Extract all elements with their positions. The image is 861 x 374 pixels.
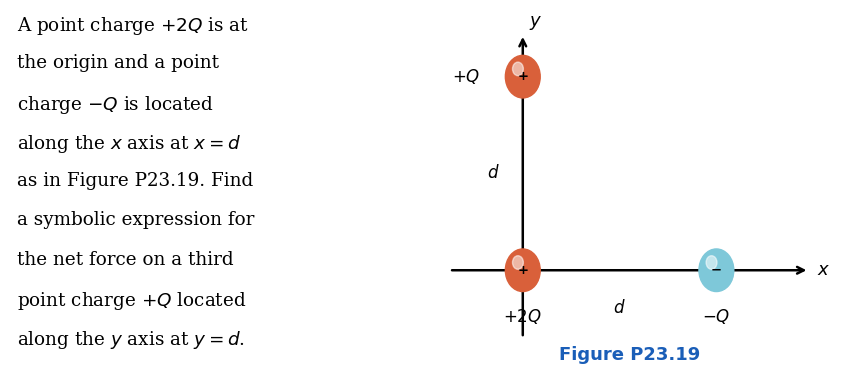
Text: +: + [517, 264, 528, 277]
Text: $-Q$: $-Q$ [702, 307, 730, 326]
Text: a symbolic expression for: a symbolic expression for [16, 211, 254, 229]
Text: $+Q$: $+Q$ [451, 67, 480, 86]
Ellipse shape [703, 254, 732, 291]
Text: the origin and a point: the origin and a point [16, 54, 219, 72]
Text: the net force on a third: the net force on a third [16, 251, 233, 269]
Ellipse shape [705, 256, 716, 269]
Ellipse shape [505, 249, 540, 292]
Text: A point charge $+2Q$ is at: A point charge $+2Q$ is at [16, 15, 248, 37]
Text: $x$: $x$ [816, 261, 829, 279]
Text: as in Figure P23.19. Find: as in Figure P23.19. Find [16, 172, 252, 190]
Ellipse shape [512, 62, 523, 76]
Text: $y$: $y$ [528, 14, 542, 32]
Text: point charge $+Q$ located: point charge $+Q$ located [16, 290, 245, 312]
Ellipse shape [510, 254, 539, 291]
Text: Figure P23.19: Figure P23.19 [558, 346, 699, 364]
Text: $d$: $d$ [612, 299, 625, 317]
Ellipse shape [510, 61, 539, 97]
Text: +: + [517, 70, 528, 83]
Text: along the $x$ axis at $x = d$: along the $x$ axis at $x = d$ [16, 133, 240, 155]
Ellipse shape [505, 55, 540, 98]
Ellipse shape [698, 249, 733, 292]
Text: along the $y$ axis at $y = d$.: along the $y$ axis at $y = d$. [16, 329, 245, 351]
Text: $+2Q$: $+2Q$ [503, 307, 542, 326]
Ellipse shape [512, 256, 523, 269]
Text: −: − [710, 264, 722, 277]
Text: charge $-Q$ is located: charge $-Q$ is located [16, 94, 214, 116]
Text: $d$: $d$ [486, 165, 499, 183]
